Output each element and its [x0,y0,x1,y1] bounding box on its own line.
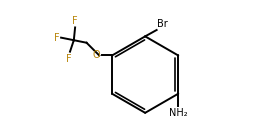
Text: F: F [54,33,60,43]
Text: F: F [66,54,72,64]
Text: F: F [72,16,78,26]
Text: O: O [93,50,100,60]
Text: NH₂: NH₂ [169,108,188,118]
Text: Br: Br [157,19,168,29]
